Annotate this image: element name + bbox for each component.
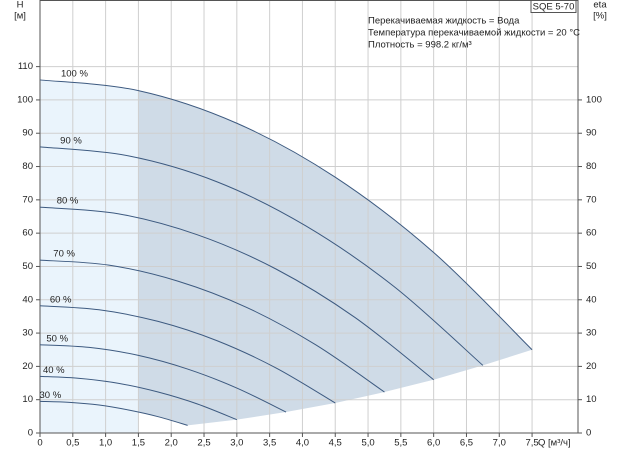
x-tick-label: 6,5 — [460, 438, 473, 449]
x-tick-label: 2,0 — [165, 438, 178, 449]
x-axis-label: Q [м³/ч] — [538, 438, 571, 449]
curve-label: 90 % — [60, 135, 82, 146]
y2-tick-label: 100 — [586, 94, 602, 105]
y-tick-label: 60 — [22, 228, 33, 239]
curve-label: 100 % — [61, 68, 88, 79]
chart-title: SQE 5-70 — [533, 2, 575, 13]
pump-curve — [39, 79, 533, 351]
plot-frame — [39, 0, 579, 434]
y2-tick-label: 0 — [586, 428, 591, 439]
y2-tick-label: 40 — [586, 294, 597, 305]
x-tick-label: 6,0 — [427, 438, 440, 449]
y-tick-label: 90 — [22, 128, 33, 139]
background-layer — [39, 0, 578, 434]
pump-curve — [39, 259, 385, 393]
x-tick-label: 3,5 — [263, 438, 276, 449]
annotation: Перекачиваемая жидкость = Вода — [368, 16, 520, 27]
y2-tick-label: 30 — [586, 328, 597, 339]
curve-label: 70 % — [53, 249, 75, 260]
y2-tick-label: 50 — [586, 261, 597, 272]
x-tick-label: 1,5 — [132, 438, 145, 449]
pump-curve — [39, 344, 287, 413]
pump-curve — [39, 146, 484, 366]
x-tick-label: 0 — [37, 438, 42, 449]
x-tick-label: 7,0 — [493, 438, 506, 449]
title-box — [530, 0, 577, 13]
y2-axis-label: eta — [593, 0, 607, 11]
x-tick-label: 5,5 — [394, 438, 407, 449]
x-tick-label: 4,5 — [329, 438, 342, 449]
y2-tick-label: 10 — [586, 394, 597, 405]
y-tick-label: 30 — [22, 328, 33, 339]
y2-tick-label: 20 — [586, 361, 597, 372]
curve-label: 80 % — [57, 196, 79, 207]
y2-tick-label: 80 — [586, 161, 597, 172]
y-tick-label: 100 — [17, 94, 33, 105]
y-tick-label: 110 — [18, 61, 33, 72]
x-tick-label: 7,5 — [525, 438, 538, 449]
x-tick-label: 3,0 — [230, 438, 243, 449]
x-tick-label: 0,5 — [66, 438, 79, 449]
y2-tick-label: 60 — [586, 228, 597, 239]
y-tick-label: 70 — [22, 194, 33, 205]
y2-tick-label: 70 — [586, 194, 597, 205]
y-tick-label: 20 — [22, 361, 33, 372]
y-tick-label: 40 — [22, 294, 33, 305]
x-tick-label: 2,5 — [197, 438, 210, 449]
curve-label: 30 % — [40, 390, 62, 401]
x-tick-label: 5,0 — [361, 438, 374, 449]
pump-curve — [39, 400, 188, 426]
low-flow-area — [40, 79, 139, 433]
annotation: Плотность = 998.2 кг/м³ — [368, 40, 472, 51]
x-tick-label: 4,0 — [296, 438, 309, 449]
y2-tick-label: 90 — [586, 128, 597, 139]
y-tick-label: 80 — [22, 161, 33, 172]
y-tick-label: 0 — [28, 428, 33, 439]
annotation: Температура перекачиваемой жидкости = 20… — [368, 28, 580, 39]
y-axis-unit: [м] — [14, 11, 26, 22]
pump-curve — [39, 375, 238, 421]
y2-axis-unit: [%] — [593, 11, 607, 22]
curve-label: 60 % — [50, 294, 72, 305]
y-tick-label: 10 — [22, 394, 33, 405]
y-axis-label: H — [17, 0, 24, 11]
y-tick-label: 50 — [22, 261, 33, 272]
pump-curve — [39, 305, 336, 404]
pump-curve — [39, 206, 434, 381]
x-tick-label: 1,0 — [99, 438, 112, 449]
curve-label: 50 % — [46, 333, 68, 344]
curve-label: 40 % — [43, 365, 65, 376]
